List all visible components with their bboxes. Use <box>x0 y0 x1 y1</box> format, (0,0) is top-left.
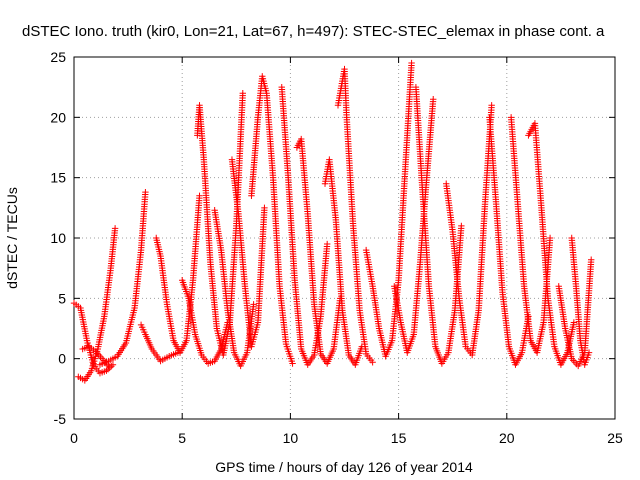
data-point-marker <box>430 96 437 103</box>
series-12 <box>278 83 331 368</box>
data-point-marker <box>142 188 149 196</box>
series-14 <box>321 156 366 368</box>
series-22 <box>525 120 578 368</box>
x-tick-label: 0 <box>70 430 78 446</box>
series-21 <box>507 114 554 356</box>
data-point-marker <box>103 367 110 374</box>
y-axis-label: dSTEC / TECUs <box>4 187 20 289</box>
series-13 <box>293 135 344 367</box>
data-point-marker <box>369 359 376 366</box>
x-axis-label: GPS time / hours of day 126 of year 2014 <box>215 459 473 475</box>
data-point-marker <box>587 256 595 263</box>
x-tick-label: 5 <box>178 430 186 446</box>
y-tick-label: 5 <box>58 290 66 306</box>
data-point-marker <box>585 349 593 356</box>
data-point-marker <box>239 90 246 97</box>
data-point-marker <box>104 366 112 373</box>
chart-title: dSTEC Iono. truth (kir0, Lon=21, Lat=67,… <box>22 23 605 40</box>
series-6 <box>153 192 203 356</box>
data-point-marker <box>196 192 203 199</box>
data-point-marker <box>111 225 119 232</box>
series-7 <box>179 277 231 367</box>
data-points <box>70 59 595 384</box>
series-10 <box>228 156 268 350</box>
series-11 <box>248 73 296 367</box>
data-point-marker <box>570 319 578 326</box>
data-point-marker <box>109 361 117 368</box>
y-tick-label: -5 <box>54 411 67 427</box>
y-tick-label: 25 <box>50 49 66 65</box>
data-point-marker <box>261 204 268 212</box>
grid-lines <box>74 57 615 419</box>
x-tick-label: 10 <box>283 430 299 446</box>
series-5 <box>137 321 182 365</box>
data-point-marker <box>458 222 465 230</box>
data-point-marker <box>488 102 495 109</box>
x-tick-label: 20 <box>499 430 515 446</box>
series-24 <box>568 234 593 368</box>
y-tick-label: 0 <box>58 351 66 367</box>
y-tick-label: 20 <box>50 109 66 125</box>
series-20 <box>486 114 532 368</box>
series-15 <box>334 65 376 366</box>
series-9 <box>211 207 257 370</box>
x-tick-label: 25 <box>607 430 623 446</box>
y-tick-label: 10 <box>50 230 66 246</box>
series-2 <box>75 225 119 384</box>
y-tick-label: 15 <box>50 170 66 186</box>
data-point-marker <box>289 360 296 367</box>
data-point-marker <box>250 301 257 308</box>
series-16 <box>362 59 415 360</box>
data-point-marker <box>408 59 415 67</box>
series-18 <box>412 83 465 367</box>
series-17 <box>391 96 437 356</box>
data-point-marker <box>323 240 331 248</box>
series-4 <box>96 188 149 368</box>
x-tick-label: 15 <box>391 430 407 446</box>
data-point-marker <box>546 234 554 242</box>
